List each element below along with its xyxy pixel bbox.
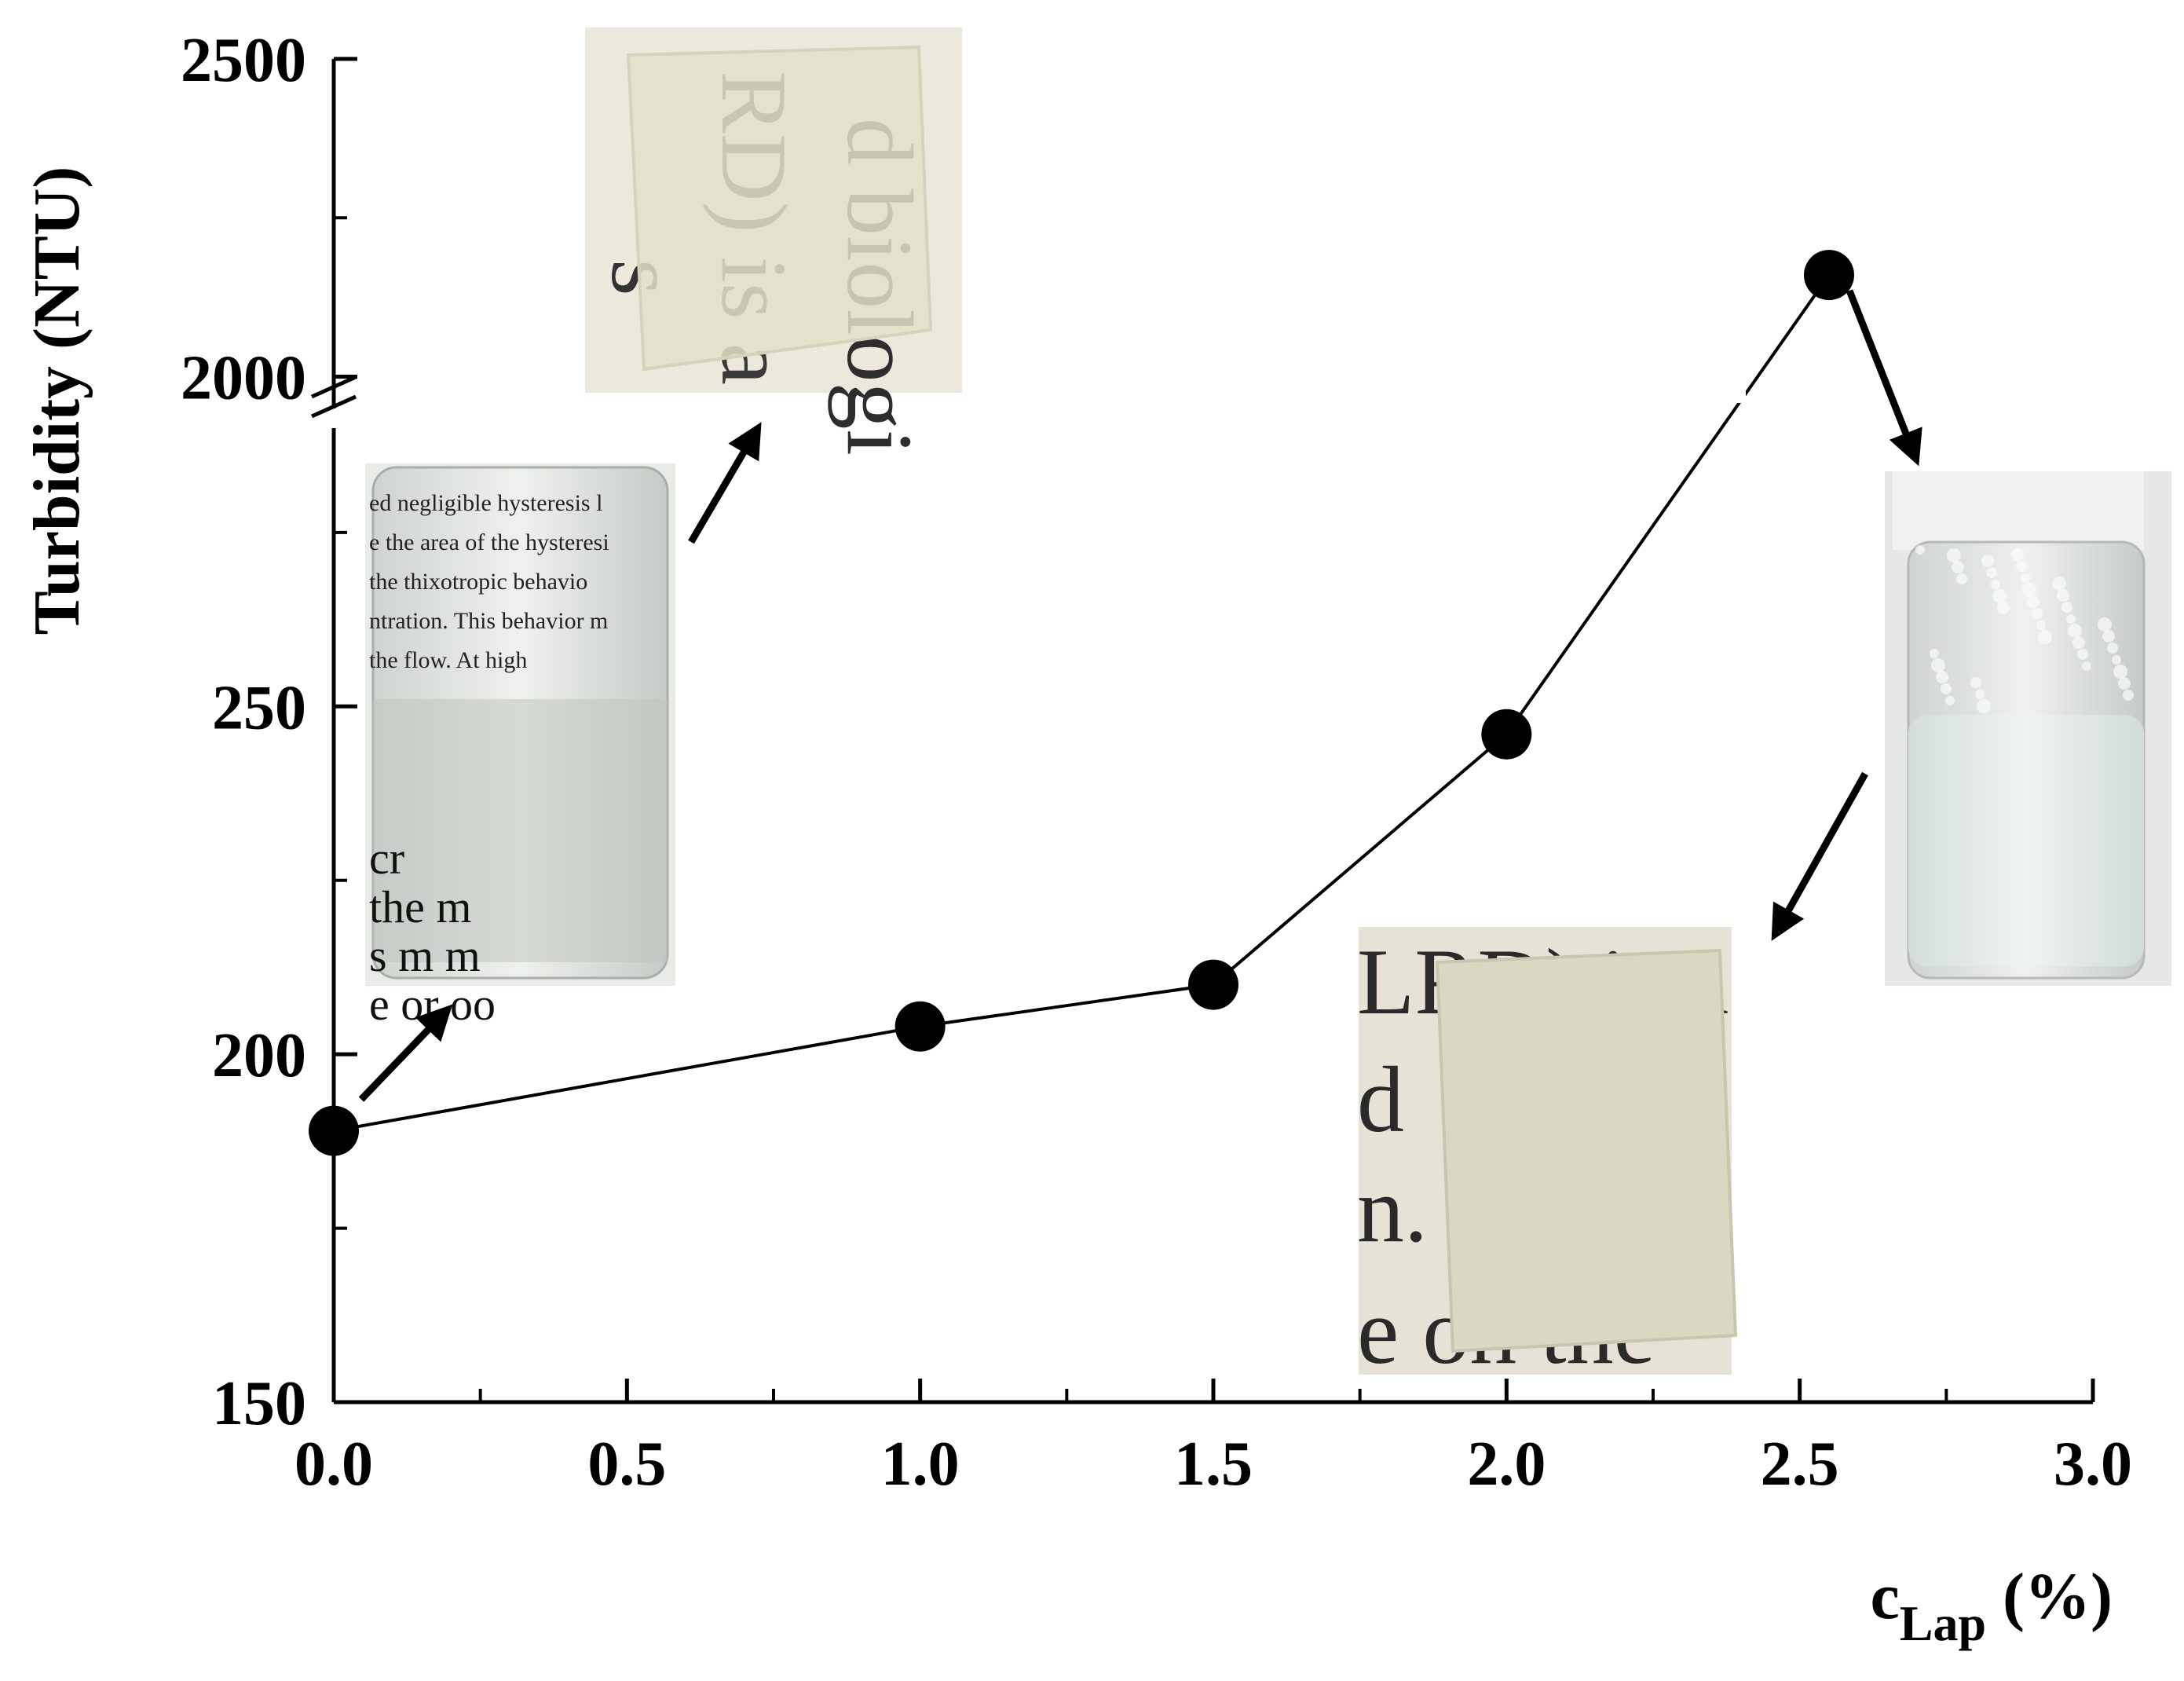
inset-print-text: ed negligible hysteresis l (369, 490, 602, 516)
vial-bubble (1931, 658, 1945, 672)
data-point-2 (1188, 959, 1238, 1010)
insets-layer: d biologiRD) is asd biologiRD) is ased n… (365, 27, 2171, 1383)
x-axis-label: cLap (%) (1870, 1560, 2113, 1651)
vial-bubble (2038, 630, 2052, 644)
inset-print-text: cr (369, 833, 404, 884)
arrow-to-film-clear (688, 422, 762, 544)
vial-bubble (2112, 655, 2121, 665)
y-tick-label: 150 (212, 1369, 306, 1438)
y-tick-label: 2000 (181, 344, 306, 413)
y-tick-label: 2500 (181, 26, 306, 95)
vial-bubble (2057, 589, 2069, 602)
y-tick-label: 250 (212, 673, 306, 742)
vial-gel (373, 699, 668, 962)
x-axis-label-suffix: (%) (1986, 1560, 2113, 1633)
vial-bubble (2118, 677, 2131, 690)
vial-bubble (1981, 555, 1994, 567)
inset-print-text: e the area of the hysteresi (369, 529, 609, 555)
vial-bubble (1941, 683, 1952, 694)
inset-print-text: n. (1357, 1157, 1428, 1262)
inset-print-text: s m m (369, 930, 481, 981)
vial-bubble (2068, 624, 2082, 638)
film-piece (1435, 948, 1738, 1353)
vial-bubble (2036, 621, 2046, 630)
vial-bubble (2021, 573, 2030, 583)
x-tick-label: 1.0 (881, 1430, 960, 1499)
vial-bubble (2102, 630, 2115, 643)
vial-bubble (1970, 677, 1981, 688)
vial-bubble (2022, 583, 2036, 597)
inset-print-text: the thixotropic behavio (369, 569, 587, 595)
vial-bubble (1992, 589, 2007, 603)
vial-bubble (1945, 696, 1955, 705)
inset-print-text: the flow. At high (369, 647, 527, 673)
arrow-to-film-turbid (1771, 771, 1868, 941)
vial-bubble (2098, 617, 2112, 632)
x-tick-label: 3.0 (2054, 1430, 2132, 1499)
y-axis-label: Turbidity (NTU) (20, 167, 93, 635)
axis-break-mark (310, 394, 357, 419)
vial-bubble (1947, 548, 1961, 562)
x-axis-label-main: c (1870, 1560, 1899, 1633)
inset-film-clear: d biologiRD) is asd biologiRD) is as (585, 27, 962, 456)
inset-print-text: the m (369, 881, 471, 932)
vial-cap (1893, 471, 2144, 550)
inset-gel-vial-clear: ed negligible hysteresis l e the area of … (365, 463, 675, 1030)
vial-bubble (1997, 602, 2010, 614)
vial-bubble (2082, 661, 2091, 671)
vial-bubble (2113, 665, 2127, 679)
x-tick-label: 0.0 (294, 1430, 373, 1499)
vial-bubble (1975, 690, 1985, 699)
vial-bubble (2027, 595, 2039, 608)
points-layer (309, 250, 1854, 1156)
vial-bubble (1986, 567, 1997, 578)
vial-bubble (2077, 649, 2088, 660)
vial-bubble (2123, 690, 2134, 701)
x-tick-label: 1.5 (1174, 1430, 1253, 1499)
line-break-gap (1724, 381, 1746, 403)
vial-bubble (1936, 671, 1948, 683)
inset-print-text: ntration. This behavior m (369, 608, 608, 634)
vial-bubble (2061, 602, 2072, 613)
y-tick-label: 200 (212, 1021, 306, 1090)
data-point-0 (309, 1105, 359, 1156)
x-tick-label: 2.5 (1761, 1430, 1839, 1499)
vial-bubble (2072, 636, 2085, 649)
vial-bubble (2016, 561, 2027, 572)
x-tick-label: 0.5 (587, 1430, 666, 1499)
vial-bubble (1956, 573, 1967, 584)
labels-layer: 0.0 0.5 1.0 1.5 2.0 2.5 3.0 150 200 250 2000 2500 Tu… (20, 26, 2132, 1651)
data-point-3 (1481, 709, 1532, 760)
vial-bubble (2066, 614, 2076, 624)
inset-film-turbid: LRD) is adn.e on the (1357, 927, 1738, 1383)
vial-bubble (1952, 561, 1964, 573)
vial-bubble (2052, 577, 2066, 591)
inset-gel-vial-turbid (1885, 471, 2171, 986)
vial-bubble (1930, 649, 1939, 658)
film-piece (626, 45, 933, 372)
axes-layer (310, 57, 2095, 1404)
vial-bubble (2032, 608, 2043, 619)
arrow-to-vial-turbid (1846, 289, 1922, 467)
x-tick-label: 2.0 (1467, 1430, 1546, 1499)
vial-bubble (2107, 643, 2118, 654)
x-axis-label-sub: Lap (1900, 1595, 1986, 1651)
vial-bubble (1915, 545, 1925, 555)
vial-bubble (1991, 580, 2000, 589)
vial-bubble (2011, 548, 2024, 561)
vial-bubble (1977, 699, 1991, 713)
inset-print-text: d (1357, 1047, 1404, 1152)
arrow-to-vial-clear (358, 1004, 453, 1102)
axis-break-mark (310, 375, 357, 399)
vial-turbid-gel (1908, 715, 2144, 966)
data-point-1 (894, 1001, 946, 1052)
data-point-4 (1804, 250, 1854, 301)
